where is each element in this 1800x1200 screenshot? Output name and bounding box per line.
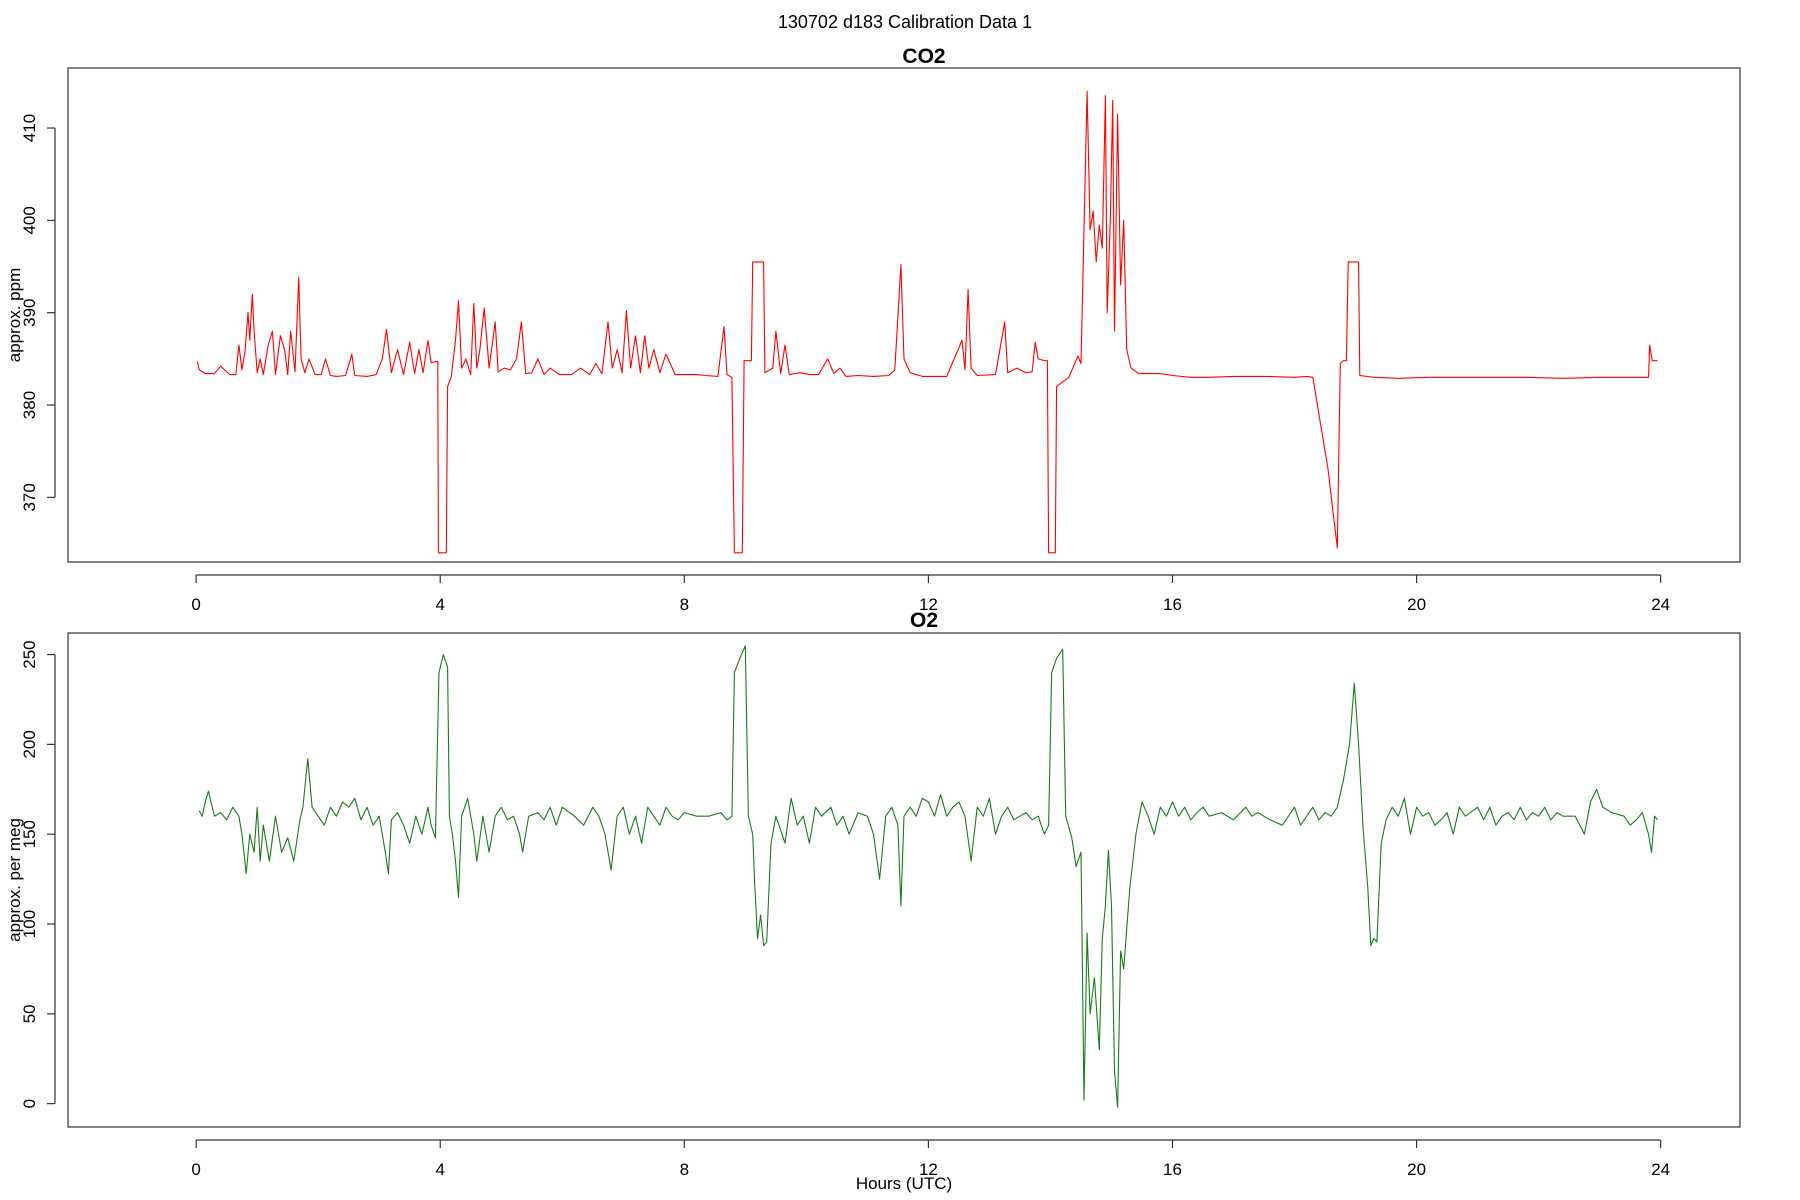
o2-x-tick-label: 0 [191, 1160, 200, 1179]
o2-panel-title: O2 [910, 609, 938, 632]
o2-y-tick-label: 0 [20, 1099, 39, 1108]
co2-x-tick-label: 4 [435, 595, 444, 614]
co2-y-tick-label: 380 [20, 391, 39, 419]
co2-y-tick-label: 390 [20, 299, 39, 327]
figure-title: 130702 d183 Calibration Data 1 [778, 12, 1032, 32]
co2-x-tick-label: 20 [1407, 595, 1426, 614]
co2-x-tick-label: 16 [1163, 595, 1182, 614]
o2-y-tick-label: 100 [20, 910, 39, 938]
o2-y-tick-label: 50 [20, 1004, 39, 1023]
co2-y-tick-label: 400 [20, 206, 39, 234]
o2-y-tick-label: 150 [20, 820, 39, 848]
co2-x-tick-label: 24 [1651, 595, 1670, 614]
o2-x-tick-label: 16 [1163, 1160, 1182, 1179]
co2-series-line [196, 90, 1658, 554]
co2-x-tick-label: 12 [919, 595, 938, 614]
co2-plot-frame [67, 67, 1741, 563]
co2-y-axis-label: approx. ppm [5, 268, 24, 363]
o2-x-axis-label: Hours (UTC) [856, 1174, 952, 1193]
o2-x-tick-label: 12 [919, 1160, 938, 1179]
o2-series-line [198, 645, 1659, 1108]
o2-y-axis-label: approx. per meg [5, 818, 24, 942]
o2-x-tick-label: 4 [435, 1160, 444, 1179]
o2-y-tick-label: 200 [20, 730, 39, 758]
o2-x-tick-label: 8 [680, 1160, 689, 1179]
co2-y-tick-label: 410 [20, 114, 39, 142]
o2-x-tick-label: 20 [1407, 1160, 1426, 1179]
co2-x-tick-label: 8 [680, 595, 689, 614]
co2-panel: CO2 0 4 8 12 16 20 24 370 380 390 400 410 approx. ppm [5, 45, 1741, 614]
co2-panel-title: CO2 [902, 45, 945, 68]
co2-x-tick-label: 0 [191, 595, 200, 614]
co2-y-tick-label: 370 [20, 483, 39, 511]
o2-x-tick-label: 24 [1651, 1160, 1670, 1179]
o2-plot-frame [67, 632, 1741, 1128]
o2-y-tick-label: 250 [20, 640, 39, 668]
o2-panel: O2 0 4 8 12 16 20 24 0 50 100 150 200 250 approx. per … [5, 609, 1741, 1193]
